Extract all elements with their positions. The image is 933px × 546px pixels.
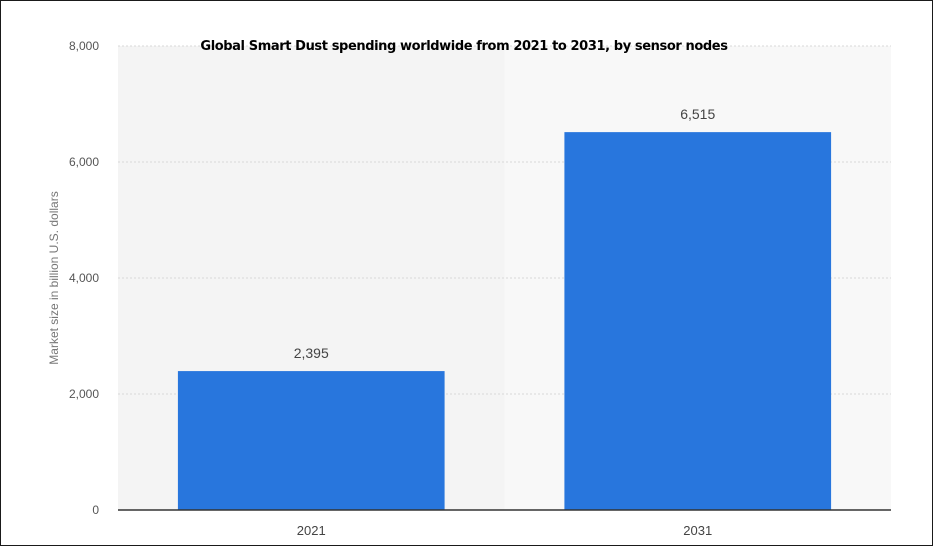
bar-2031[interactable] [564,132,832,510]
bar-2021[interactable] [177,371,445,510]
y-tick-label: 6,000 [69,155,99,169]
data-label-2021: 2,395 [294,345,329,361]
y-tick-labels: 0 2,000 4,000 6,000 8,000 [69,39,99,517]
y-tick-label: 8,000 [69,39,99,53]
y-tick-label: 2,000 [69,387,99,401]
y-tick-label: 0 [92,503,99,517]
category-label-2031: 2031 [683,523,712,538]
data-label-2031: 6,515 [680,106,715,122]
data-labels: 2,395 6,515 [294,106,716,361]
chart-title: Global Smart Dust spending worldwide fro… [200,39,728,54]
category-label-2021: 2021 [297,523,326,538]
y-tick-label: 4,000 [69,271,99,285]
bars [177,132,832,510]
category-labels: 2021 2031 [297,523,712,538]
y-axis-label: Market size in billion U.S. dollars [47,191,61,364]
